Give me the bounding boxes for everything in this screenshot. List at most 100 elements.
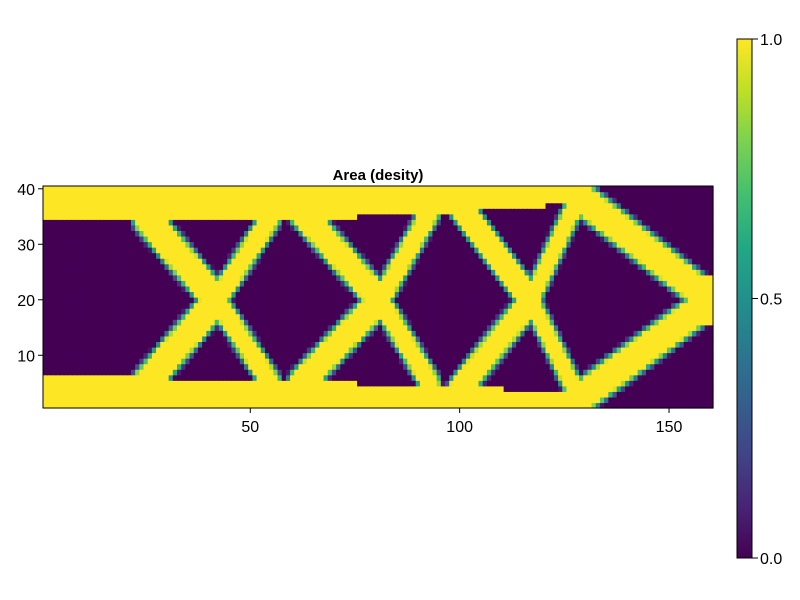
heatmap-cell bbox=[470, 352, 475, 359]
heatmap-cell bbox=[595, 280, 601, 287]
heatmap-cell bbox=[692, 324, 697, 331]
heatmap-cell bbox=[424, 269, 429, 276]
heatmap-cell bbox=[470, 319, 475, 326]
heatmap-cell bbox=[110, 385, 115, 392]
heatmap-cell bbox=[248, 363, 253, 370]
heatmap-cell bbox=[683, 274, 689, 281]
heatmap-cell bbox=[223, 291, 228, 298]
heatmap-cell bbox=[386, 380, 392, 387]
heatmap-cell bbox=[202, 291, 207, 298]
heatmap-cell bbox=[558, 402, 563, 409]
heatmap-cell bbox=[398, 274, 404, 281]
heatmap-cell bbox=[583, 235, 588, 243]
heatmap-cell bbox=[445, 369, 450, 376]
heatmap-cell bbox=[118, 358, 124, 365]
heatmap-cell bbox=[151, 302, 157, 309]
heatmap-cells bbox=[43, 186, 714, 409]
heatmap-cell bbox=[290, 358, 295, 365]
heatmap-cell bbox=[151, 335, 157, 342]
heatmap-cell bbox=[692, 280, 697, 287]
heatmap-cell bbox=[227, 324, 233, 331]
heatmap-cell bbox=[440, 358, 446, 365]
heatmap-cell bbox=[654, 396, 660, 404]
heatmap-cell bbox=[206, 352, 212, 359]
heatmap-cell bbox=[315, 252, 320, 259]
heatmap-cell bbox=[235, 263, 241, 270]
heatmap-cell bbox=[80, 396, 86, 404]
heatmap-cell bbox=[68, 230, 73, 237]
heatmap-cell bbox=[68, 313, 73, 320]
heatmap-cell bbox=[708, 380, 714, 387]
heatmap-cell bbox=[97, 341, 103, 348]
heatmap-cell bbox=[512, 280, 517, 287]
heatmap-cell bbox=[298, 302, 304, 309]
heatmap-cell bbox=[629, 402, 635, 409]
heatmap-cell bbox=[227, 391, 233, 398]
heatmap-cell bbox=[76, 341, 82, 348]
heatmap-cell bbox=[419, 341, 425, 348]
heatmap-cell bbox=[252, 335, 258, 342]
heatmap-cell bbox=[298, 319, 304, 326]
heatmap-cell bbox=[537, 263, 542, 270]
heatmap-cell bbox=[68, 330, 73, 337]
heatmap-cell bbox=[248, 269, 253, 276]
heatmap-cell bbox=[382, 341, 387, 348]
heatmap-cell bbox=[675, 324, 681, 331]
heatmap-cell bbox=[595, 252, 601, 259]
heatmap-cell bbox=[482, 380, 488, 387]
heatmap-cell bbox=[398, 235, 404, 243]
heatmap-cell bbox=[482, 291, 488, 298]
heatmap-cell bbox=[252, 291, 258, 298]
heatmap-cell bbox=[415, 358, 421, 365]
heatmap-cell bbox=[122, 341, 128, 348]
heatmap-cell bbox=[679, 341, 685, 348]
heatmap-cell bbox=[512, 285, 517, 293]
heatmap-cell bbox=[315, 341, 320, 348]
heatmap-cell bbox=[478, 358, 484, 365]
heatmap-cell bbox=[319, 369, 325, 376]
heatmap-cell bbox=[43, 280, 48, 287]
heatmap-cell bbox=[59, 324, 65, 331]
heatmap-cell bbox=[704, 363, 710, 370]
heatmap-cell bbox=[147, 280, 153, 287]
heatmap-cell bbox=[369, 274, 375, 281]
heatmap-cell bbox=[608, 252, 614, 259]
heatmap-cell bbox=[252, 280, 258, 287]
heatmap-cell bbox=[658, 341, 664, 348]
heatmap-cell bbox=[327, 330, 333, 337]
heatmap-cell bbox=[482, 369, 488, 376]
heatmap-cell bbox=[59, 319, 65, 326]
heatmap-cell bbox=[587, 402, 593, 409]
heatmap-cell bbox=[520, 402, 526, 409]
heatmap-cell bbox=[382, 358, 387, 365]
heatmap-cell bbox=[646, 280, 651, 287]
heatmap-cell bbox=[407, 235, 413, 243]
heatmap-cell bbox=[398, 346, 404, 354]
heatmap-cell bbox=[151, 358, 157, 365]
heatmap-cell bbox=[482, 374, 488, 381]
heatmap-cell bbox=[59, 274, 65, 281]
heatmap-cell bbox=[331, 302, 337, 309]
heatmap-cell bbox=[495, 247, 501, 254]
heatmap-cell bbox=[516, 385, 521, 392]
heatmap-cell bbox=[545, 235, 551, 243]
heatmap-cell bbox=[80, 297, 86, 304]
heatmap-cell bbox=[403, 263, 408, 270]
heatmap-cell bbox=[89, 402, 94, 409]
heatmap-cell bbox=[507, 374, 513, 381]
heatmap-cell bbox=[679, 269, 685, 276]
heatmap-cell bbox=[331, 258, 337, 265]
heatmap-cell bbox=[302, 241, 308, 248]
heatmap-cell bbox=[189, 313, 195, 320]
heatmap-cell bbox=[239, 235, 245, 243]
heatmap-cell bbox=[361, 308, 367, 315]
heatmap-cell bbox=[650, 341, 655, 348]
heatmap-cell bbox=[114, 291, 119, 298]
heatmap-cell bbox=[80, 313, 86, 320]
heatmap-cell bbox=[403, 352, 408, 359]
heatmap-cell bbox=[637, 302, 643, 309]
heatmap-cell bbox=[591, 341, 597, 348]
heatmap-cell bbox=[587, 269, 593, 276]
heatmap-cell bbox=[285, 402, 291, 409]
heatmap-cell bbox=[516, 363, 521, 370]
